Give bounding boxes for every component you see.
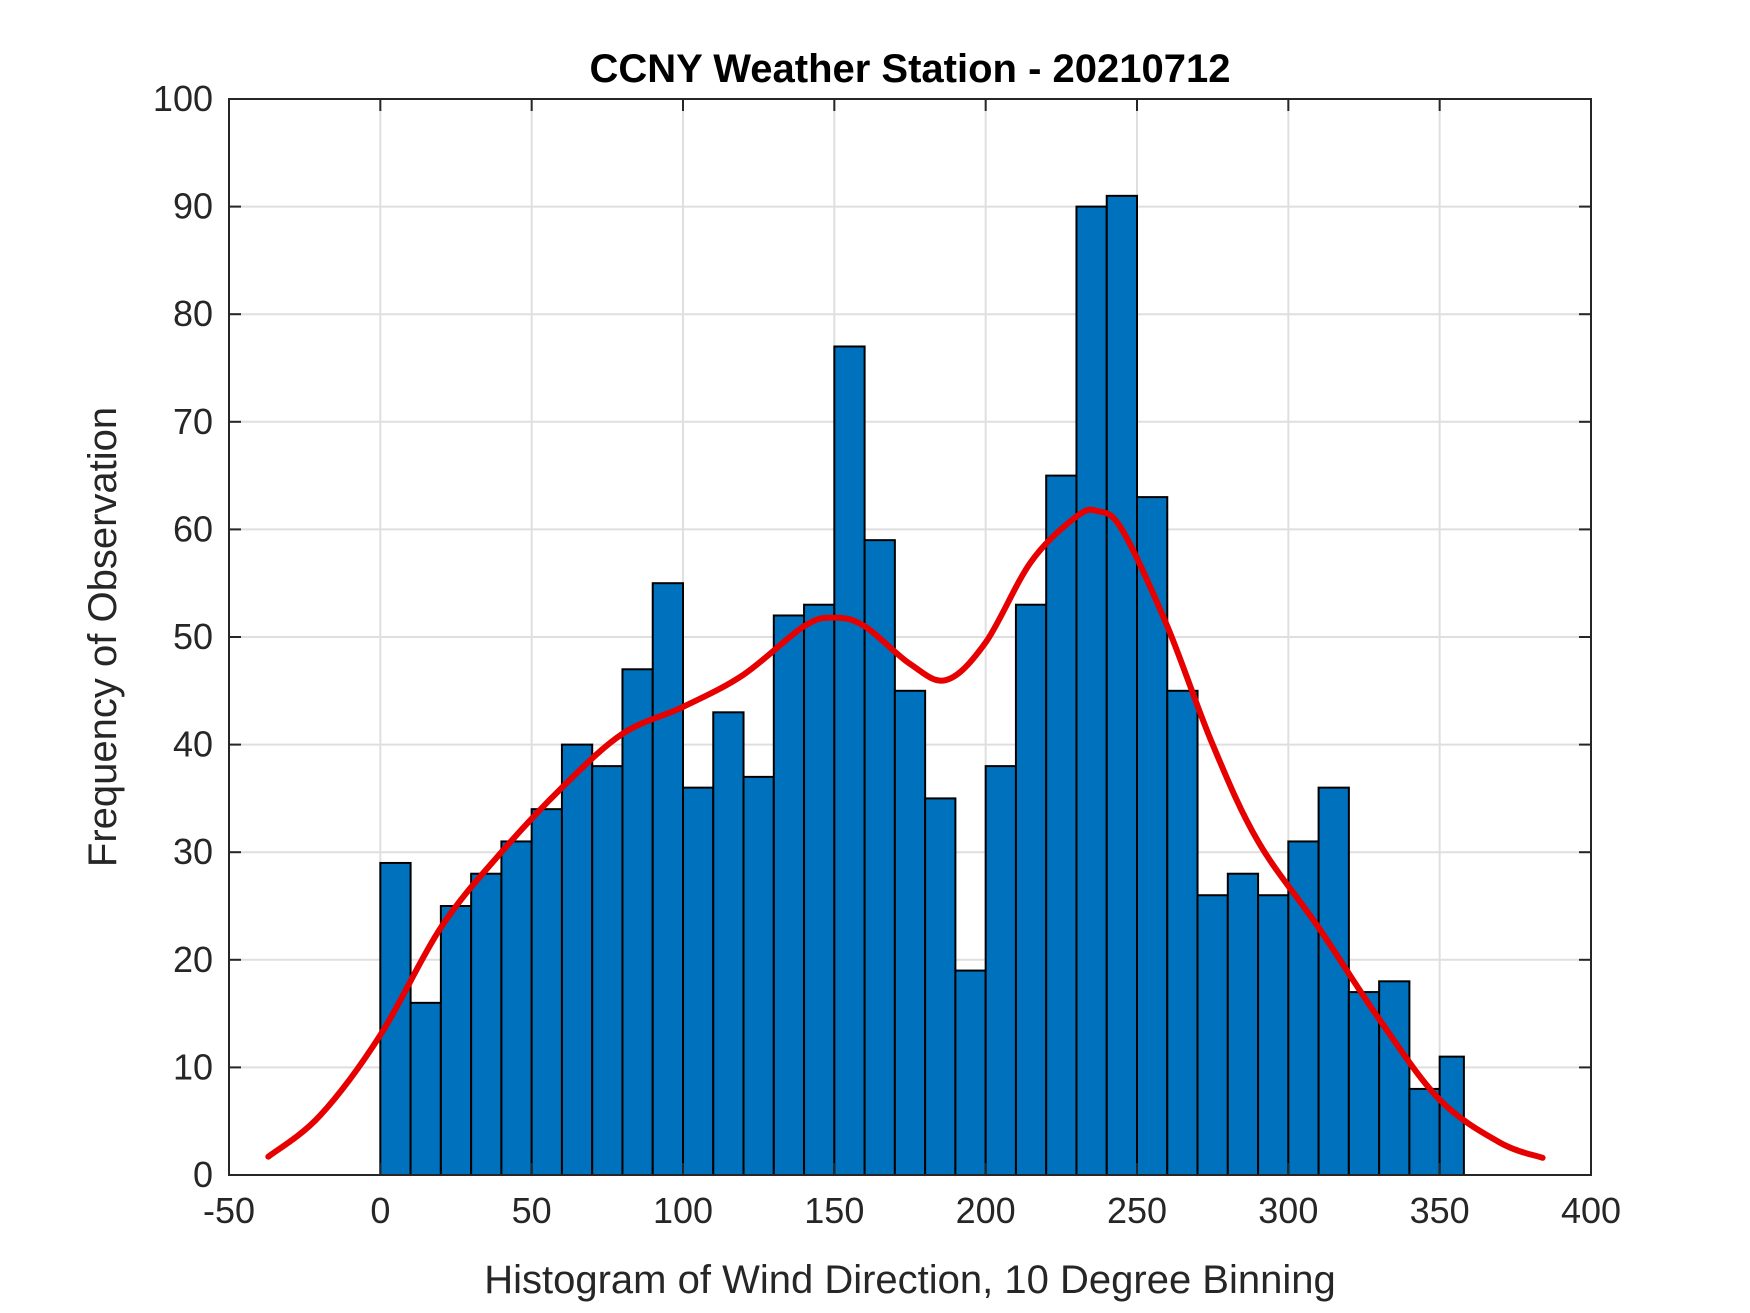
histogram-bar [954, 969, 987, 1176]
histogram-bar [984, 765, 1017, 1176]
x-tick-label: 250 [1107, 1190, 1167, 1231]
fit-curve-line [265, 506, 1546, 1161]
histogram-bar [1045, 474, 1078, 1177]
y-tick-label: 40 [173, 724, 213, 765]
histogram-bar [409, 1001, 442, 1177]
histogram-bar [621, 668, 654, 1177]
x-tick-label: 400 [1561, 1190, 1621, 1231]
histogram-bar [591, 765, 624, 1176]
histogram-bar [470, 872, 503, 1176]
histogram-bar [1347, 991, 1381, 1177]
histogram-bar [1014, 603, 1048, 1176]
y-tick-label: 80 [173, 293, 213, 334]
y-axis-label: Frequency of Observation [81, 407, 125, 867]
x-tick-label: 300 [1258, 1190, 1318, 1231]
histogram-bar [833, 345, 866, 1177]
x-tick-label: 100 [653, 1190, 713, 1231]
x-tick-label: 150 [804, 1190, 864, 1231]
y-tick-labels: 0 10 20 30 40 50 60 70 80 90 100 [153, 78, 213, 1195]
x-tick-label: 350 [1410, 1190, 1470, 1231]
y-tick-label: 20 [173, 939, 213, 980]
histogram-bar [1075, 205, 1108, 1177]
histogram-bar [1378, 980, 1411, 1176]
histogram-bar [1136, 496, 1169, 1176]
histogram-bar [560, 743, 594, 1176]
histogram-bar [1408, 1087, 1441, 1177]
y-tick-label: 50 [173, 616, 213, 657]
histogram-bar [893, 689, 927, 1176]
histogram-bar [924, 797, 957, 1177]
histogram-bar [530, 808, 563, 1176]
histogram-bar [1166, 689, 1199, 1176]
x-axis-label: Histogram of Wind Direction, 10 Degree B… [484, 1258, 1336, 1302]
y-tick-label: 90 [173, 186, 213, 227]
x-tick-labels: -50 0 50 100 150 200 250 300 350 400 [203, 1190, 1621, 1231]
histogram-bar [742, 775, 775, 1176]
chart-title: CCNY Weather Station - 20210712 [590, 47, 1231, 91]
histogram-bar [651, 582, 685, 1176]
x-tick-label: 0 [370, 1190, 390, 1231]
y-tick-label: 10 [173, 1046, 213, 1087]
y-tick-label: 30 [173, 831, 213, 872]
x-tick-label: 50 [512, 1190, 552, 1231]
histogram-bar [1257, 894, 1290, 1176]
histogram-bar [500, 840, 533, 1176]
histogram-bar [1196, 894, 1229, 1176]
histogram-bar [682, 786, 715, 1176]
y-tick-label: 60 [173, 508, 213, 549]
histogram-bar [1105, 194, 1138, 1176]
y-tick-label: 100 [153, 78, 213, 119]
y-tick-label: 70 [173, 401, 213, 442]
histogram-bar [1317, 786, 1350, 1176]
histogram-bar [772, 614, 806, 1176]
histogram-bar [439, 905, 473, 1176]
x-tick-label: 200 [956, 1190, 1016, 1231]
axis-ticks [228, 98, 1592, 1176]
histogram-bar [803, 603, 836, 1176]
y-tick-label: 0 [193, 1154, 213, 1195]
histogram-bars [379, 194, 1465, 1177]
x-tick-label: -50 [203, 1190, 255, 1231]
histogram-bar [1226, 872, 1260, 1176]
histogram-bar [712, 711, 745, 1176]
histogram-bar [379, 861, 412, 1177]
